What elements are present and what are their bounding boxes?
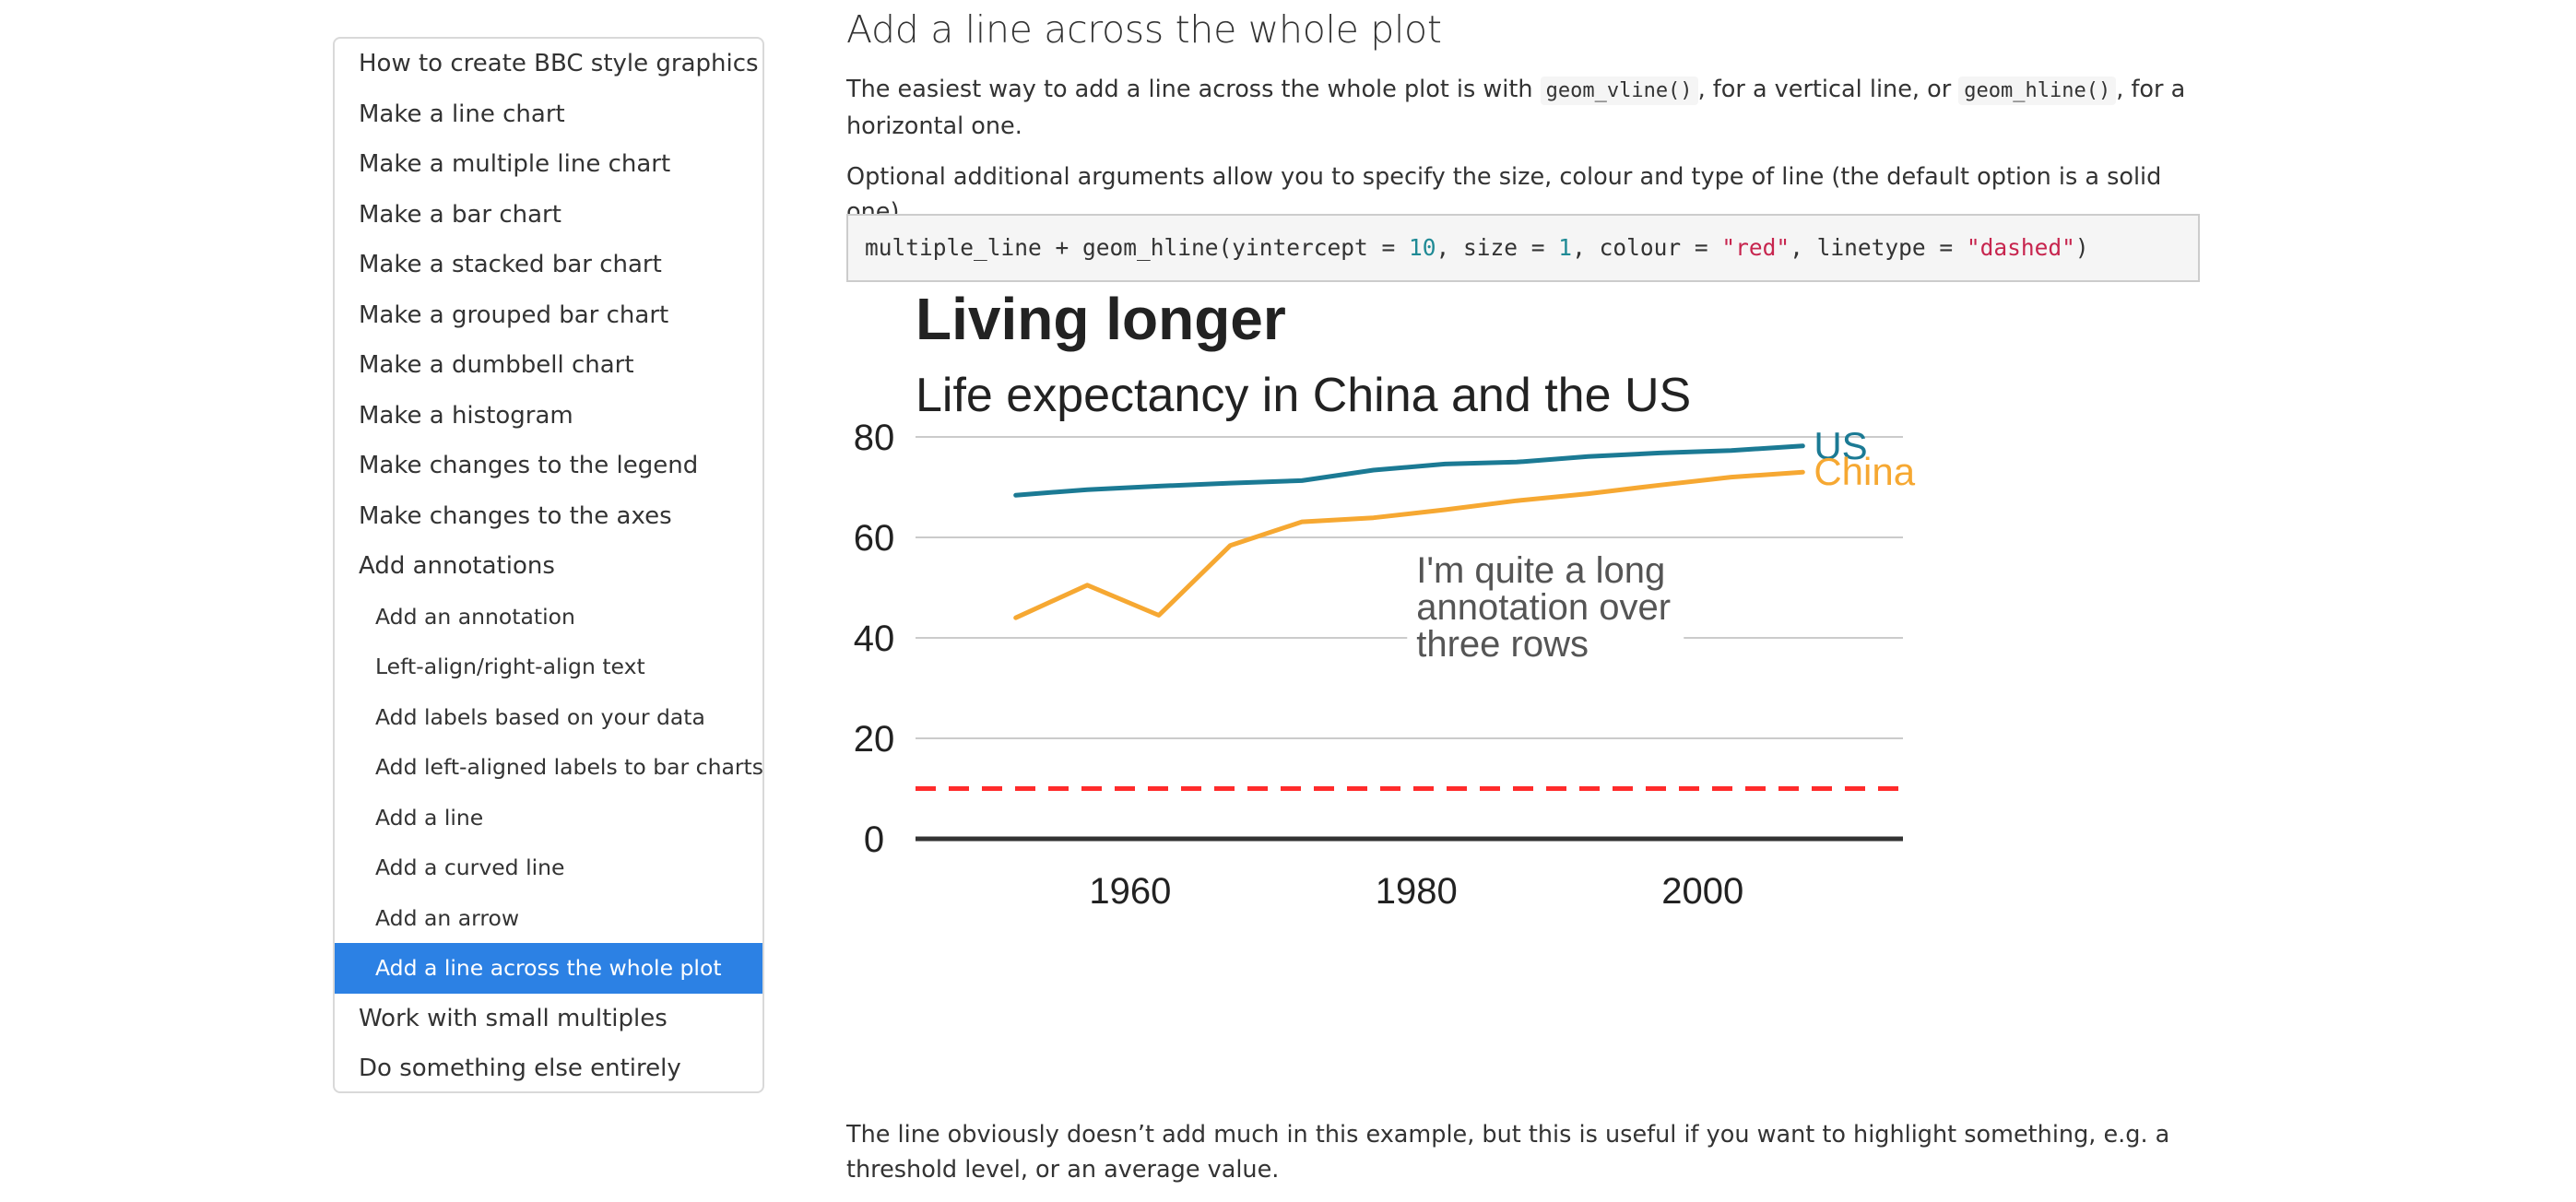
y-tick-label: 60 bbox=[854, 518, 895, 559]
annotation-text-line: three rows bbox=[1416, 624, 1589, 665]
code-part: , linetype = bbox=[1790, 234, 1967, 261]
inline-code-geom-vline: geom_vline() bbox=[1540, 77, 1698, 105]
code-number: 1 bbox=[1558, 234, 1573, 261]
toc-item[interactable]: Make changes to the legend bbox=[359, 452, 699, 479]
closing-paragraph: The line obviously doesn’t add much in t… bbox=[846, 1121, 2170, 1184]
code-part: ) bbox=[2074, 234, 2089, 261]
toc-item[interactable]: Left-align/right-align text bbox=[375, 654, 645, 679]
x-axis-labels: 1960 1980 2000 bbox=[1089, 871, 1743, 912]
chart-title: Living longer bbox=[916, 288, 1286, 352]
inline-code-geom-hline: geom_hline() bbox=[1958, 77, 2117, 105]
annotation-text-line: annotation over bbox=[1416, 587, 1671, 628]
toc-item[interactable]: Add left-aligned labels to bar charts bbox=[375, 754, 764, 780]
toc-item[interactable]: Make a line chart bbox=[359, 100, 565, 128]
toc-item[interactable]: Add a line bbox=[375, 804, 484, 831]
series-line-china bbox=[1013, 469, 1805, 620]
series-label-china: China bbox=[1814, 450, 1915, 493]
code-string: "red" bbox=[1721, 234, 1790, 261]
annotation-text-line: I'm quite a long bbox=[1416, 550, 1665, 591]
intro-text-3: , for a horizontal one. bbox=[846, 76, 2186, 140]
toc-list: How to create BBC style graphics Make a l… bbox=[335, 39, 764, 1091]
toc-item[interactable]: How to create BBC style graphics bbox=[359, 50, 759, 77]
y-axis-labels: 0 20 40 60 80 bbox=[854, 418, 895, 860]
code-block: multiple_line + geom_hline(yintercept = … bbox=[846, 214, 2200, 282]
code-string: "dashed" bbox=[1966, 234, 2075, 261]
code-part: multiple_line + geom_hline(yintercept = bbox=[865, 234, 1410, 261]
toc-item[interactable]: Add an arrow bbox=[375, 904, 520, 931]
toc-item[interactable]: Make a histogram bbox=[359, 401, 573, 430]
toc-item[interactable]: Make a dumbbell chart bbox=[359, 351, 634, 379]
toc-item[interactable]: Add an annotation bbox=[375, 603, 575, 630]
code-part: , size = bbox=[1436, 234, 1559, 261]
y-tick-label: 20 bbox=[854, 719, 895, 760]
annotation-background bbox=[1407, 550, 1684, 670]
table-of-contents: How to create BBC style graphics Make a l… bbox=[333, 37, 764, 1093]
toc-item[interactable]: Make changes to the axes bbox=[359, 501, 672, 530]
series-lines bbox=[1013, 443, 1805, 620]
series-label-us: US bbox=[1814, 424, 1867, 467]
chart-subtitle: Life expectancy in China and the US bbox=[916, 369, 1691, 422]
toc-item[interactable]: Make a multiple line chart bbox=[359, 150, 671, 178]
series-line-us bbox=[1013, 443, 1805, 498]
x-tick-label: 2000 bbox=[1661, 871, 1743, 912]
code-number: 10 bbox=[1409, 234, 1436, 261]
toc-item[interactable]: Add a curved line bbox=[375, 854, 565, 880]
toc-item[interactable]: Do something else entirely bbox=[359, 1055, 681, 1082]
toc-item[interactable]: Make a stacked bar chart bbox=[359, 251, 662, 278]
toc-item[interactable]: Add labels based on your data bbox=[375, 703, 705, 730]
section-title: Add a line across the whole plot bbox=[846, 7, 1442, 52]
x-tick-label: 1960 bbox=[1089, 871, 1171, 912]
code-part: , colour = bbox=[1572, 234, 1722, 261]
options-paragraph: Optional additional arguments allow you … bbox=[846, 163, 2162, 226]
toc-item[interactable]: Make a bar chart bbox=[359, 200, 561, 229]
y-tick-label: 40 bbox=[854, 619, 895, 659]
toc-item[interactable]: Add a line across the whole plot bbox=[335, 943, 762, 994]
life-expectancy-chart: Living longer Life expectancy in China a… bbox=[854, 288, 1916, 912]
intro-paragraph: The easiest way to add a line across the… bbox=[846, 72, 2192, 144]
intro-text-1: The easiest way to add a line across the… bbox=[846, 76, 1541, 103]
y-tick-label: 80 bbox=[854, 418, 895, 458]
toc-item[interactable]: Make a grouped bar chart bbox=[359, 300, 669, 329]
toc-item[interactable]: Work with small multiples bbox=[359, 1004, 668, 1032]
toc-item[interactable]: Add annotations bbox=[359, 552, 555, 580]
intro-text-2: , for a vertical line, or bbox=[1697, 76, 1959, 103]
x-tick-label: 1980 bbox=[1376, 871, 1458, 912]
y-tick-label: 0 bbox=[864, 819, 884, 860]
